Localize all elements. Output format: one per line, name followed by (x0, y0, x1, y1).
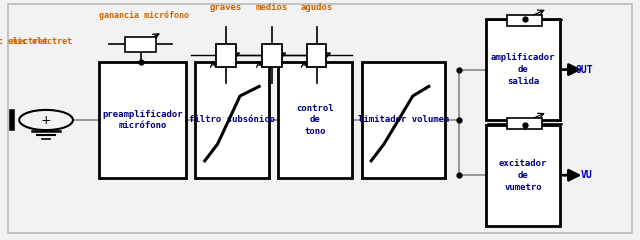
Text: OUT: OUT (576, 65, 594, 75)
Bar (486, 125, 560, 226)
Bar (507, 118, 543, 129)
Bar (278, 62, 352, 178)
Bar (195, 62, 269, 178)
Bar (486, 19, 560, 120)
Text: ganancia micrófono: ganancia micrófono (99, 11, 189, 20)
Bar (307, 44, 326, 66)
Text: mic electret: mic electret (0, 37, 48, 47)
Text: amplificador
de
salida: amplificador de salida (491, 53, 556, 86)
Bar (507, 15, 543, 26)
Text: preamplificador
micrófono: preamplificador micrófono (102, 110, 182, 130)
Bar (99, 62, 186, 178)
Text: +: + (41, 114, 51, 126)
Text: mic electret: mic electret (12, 37, 72, 47)
Bar (262, 44, 282, 66)
Text: medios: medios (256, 3, 288, 12)
Text: control
de
tono: control de tono (296, 104, 334, 136)
Text: VU: VU (580, 170, 592, 180)
Text: agudos: agudos (301, 3, 333, 12)
Text: graves: graves (210, 3, 242, 12)
Text: filtro subsónico: filtro subsónico (189, 115, 275, 125)
Bar (362, 62, 445, 178)
Bar (216, 44, 236, 66)
Text: limitador volumen: limitador volumen (358, 115, 449, 125)
Text: excitador
de
vumetro: excitador de vumetro (499, 159, 547, 192)
Bar (125, 37, 156, 52)
